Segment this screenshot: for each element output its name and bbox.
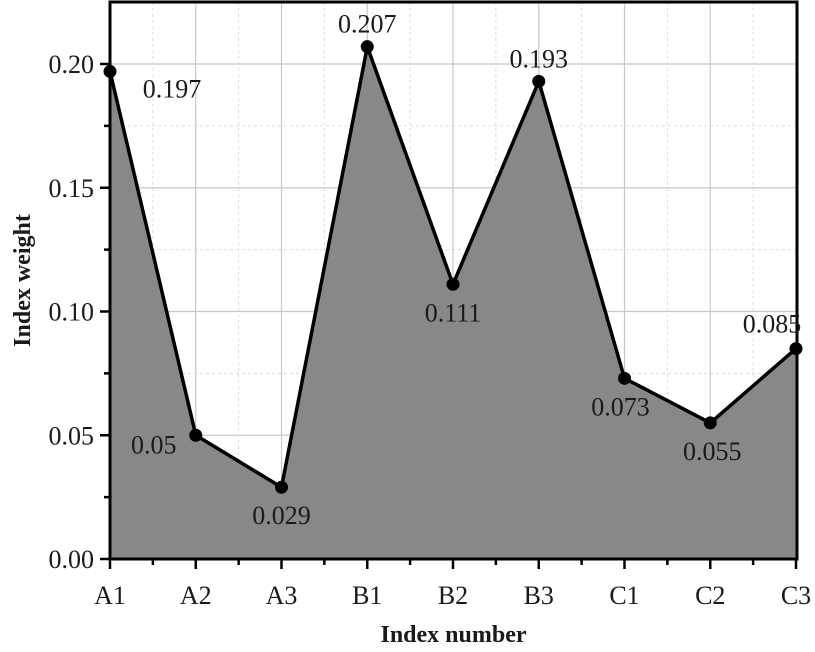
data-label-c1: 0.073: [591, 392, 650, 421]
x-tick-label: B2: [438, 581, 468, 610]
data-label-c2: 0.055: [683, 437, 742, 466]
y-tick-label: 0.00: [49, 545, 95, 574]
data-point-c1: [618, 371, 631, 385]
data-label-a2: 0.05: [131, 430, 177, 459]
y-tick-label: 0.05: [49, 421, 95, 450]
data-labels: 0.197 0.05 0.029 0.207 0.111 0.193 0.073 0.055 0…: [131, 10, 801, 531]
x-axis: A1 A2 A3 B1 B2 B3 C1 C2 C3: [94, 559, 811, 610]
x-tick-label: A3: [266, 581, 298, 610]
x-tick-label: C1: [609, 581, 639, 610]
x-tick-label: B1: [352, 581, 382, 610]
x-axis-title: Index number: [380, 622, 526, 647]
data-label-b1: 0.207: [338, 10, 397, 39]
x-tick-label: A1: [94, 581, 126, 610]
data-label-a1: 0.197: [143, 74, 202, 103]
data-label-a3: 0.029: [252, 501, 311, 530]
x-tick-label: C2: [695, 581, 725, 610]
y-tick-label: 0.10: [49, 298, 95, 327]
data-point-a2: [189, 428, 203, 442]
y-tick-label: 0.20: [49, 50, 95, 79]
y-tick-label: 0.15: [49, 174, 95, 203]
data-point-a3: [275, 480, 288, 494]
data-point-c2: [703, 416, 717, 430]
data-point-b2: [446, 277, 460, 291]
y-axis-title: Index weight: [10, 214, 36, 347]
data-label-b2: 0.111: [425, 298, 482, 327]
data-point-b3: [532, 74, 546, 88]
data-label-c3: 0.085: [743, 310, 802, 339]
x-tick-label: C3: [781, 581, 811, 610]
data-label-b3: 0.193: [510, 44, 569, 73]
data-point-b1: [360, 40, 374, 54]
area-fill: [110, 46, 796, 559]
y-axis: 0.00 0.05 0.10 0.15 0.20: [49, 50, 110, 574]
x-tick-label: B3: [524, 581, 554, 610]
x-tick-label: A2: [180, 581, 212, 610]
